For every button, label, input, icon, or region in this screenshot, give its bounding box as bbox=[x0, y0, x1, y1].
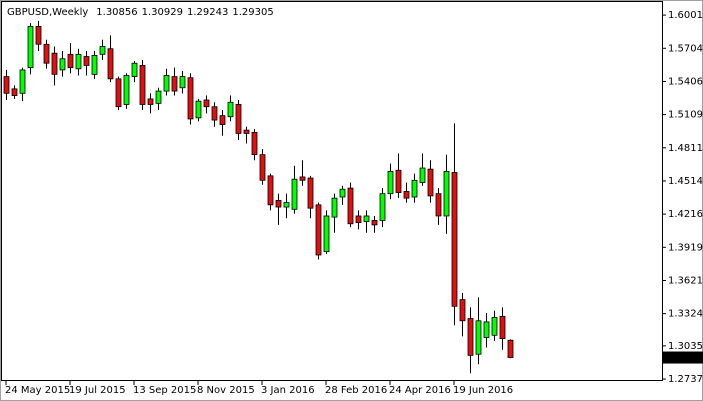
y-tick-label: 1.60015 bbox=[668, 10, 703, 21]
candle-body bbox=[275, 199, 282, 208]
candle-body bbox=[243, 129, 250, 134]
candle-body bbox=[499, 315, 506, 340]
candle-body bbox=[331, 197, 338, 218]
y-tick-label: 1.42165 bbox=[668, 209, 703, 220]
x-tick-label: 13 Sep 2015 bbox=[133, 385, 196, 396]
candle-body bbox=[195, 100, 202, 119]
last-price-box bbox=[663, 351, 703, 364]
candle-body bbox=[43, 43, 50, 64]
candle-body bbox=[467, 318, 474, 356]
candle-body bbox=[211, 106, 218, 121]
candle-body bbox=[27, 26, 34, 69]
y-tick-label: 1.39190 bbox=[668, 242, 703, 253]
candle-body bbox=[35, 26, 42, 45]
candle-body bbox=[403, 191, 410, 199]
candle-body bbox=[307, 177, 314, 209]
candle-body bbox=[387, 170, 394, 195]
x-tick-label: 19 Jun 2016 bbox=[453, 385, 513, 396]
candle-body bbox=[483, 321, 490, 338]
candle-body bbox=[283, 202, 290, 208]
candle-body bbox=[315, 204, 322, 256]
x-tick-label: 19 Jul 2015 bbox=[69, 385, 126, 396]
x-tick-label: 8 Nov 2015 bbox=[197, 385, 255, 396]
candle-body bbox=[115, 78, 122, 108]
candle-body bbox=[235, 104, 242, 134]
candle-body bbox=[347, 187, 354, 225]
candle-body bbox=[355, 215, 362, 224]
x-tick-label: 24 May 2015 bbox=[5, 385, 70, 396]
candle-body bbox=[459, 299, 466, 322]
candle-body bbox=[475, 320, 482, 355]
candle-body bbox=[155, 90, 162, 104]
candle-body bbox=[107, 48, 114, 80]
candle-body bbox=[19, 69, 26, 94]
candle-body bbox=[371, 220, 378, 226]
y-tick-label: 1.45140 bbox=[668, 176, 703, 187]
candle-body bbox=[363, 215, 370, 222]
candle-body bbox=[379, 193, 386, 221]
plot-border bbox=[1, 1, 663, 381]
candle-body bbox=[59, 58, 66, 71]
y-tick-label: 1.54065 bbox=[668, 76, 703, 87]
x-tick-label: 3 Jan 2016 bbox=[261, 385, 315, 396]
y-tick-label: 1.57040 bbox=[668, 43, 703, 54]
last-close: 1.29305 bbox=[232, 7, 273, 18]
candle-body bbox=[123, 75, 130, 105]
candle-body bbox=[139, 65, 146, 105]
symbol: GBPUSD,Weekly bbox=[7, 7, 88, 18]
candle-body bbox=[339, 188, 346, 198]
candle-body bbox=[419, 167, 426, 183]
candle-body bbox=[11, 88, 18, 96]
candle-body bbox=[267, 175, 274, 206]
last-high: 1.30929 bbox=[142, 7, 183, 18]
candle-body bbox=[291, 178, 298, 210]
candle-body bbox=[131, 62, 138, 77]
candle-body bbox=[411, 179, 418, 198]
y-tick-label: 1.30355 bbox=[668, 341, 703, 352]
candle-body bbox=[299, 176, 306, 181]
candle-body bbox=[147, 98, 154, 105]
candle-body bbox=[83, 56, 90, 66]
candle-body bbox=[163, 75, 170, 92]
candle-body bbox=[491, 317, 498, 336]
candle-body bbox=[91, 55, 98, 75]
candle-body bbox=[179, 76, 186, 89]
last-low: 1.29243 bbox=[187, 7, 228, 18]
y-tick-label: 1.51090 bbox=[668, 110, 703, 121]
candle-body bbox=[187, 77, 194, 120]
last-price-label: 1.29305 bbox=[667, 353, 703, 364]
candle-body bbox=[75, 53, 82, 70]
candle-body bbox=[51, 52, 58, 75]
chart-title: GBPUSD,Weekly 1.30856 1.30929 1.29243 1.2930… bbox=[7, 7, 274, 18]
candle-body bbox=[443, 170, 450, 217]
y-tick-label: 1.48115 bbox=[668, 143, 703, 154]
y-tick-label: 1.36215 bbox=[668, 275, 703, 286]
candle-body bbox=[203, 99, 210, 108]
candle-body bbox=[427, 168, 434, 197]
last-open: 1.30856 bbox=[96, 7, 137, 18]
candle-body bbox=[227, 101, 234, 118]
candle-body bbox=[251, 131, 258, 156]
candle-body bbox=[219, 115, 226, 125]
candle-body bbox=[451, 172, 458, 307]
candle-body bbox=[3, 76, 10, 94]
candle-body bbox=[323, 215, 330, 253]
candle-body bbox=[395, 169, 402, 193]
x-tick-label: 24 Apr 2016 bbox=[389, 385, 451, 396]
candle-body bbox=[507, 339, 514, 358]
candle-body bbox=[99, 46, 106, 55]
y-tick-label: 1.27375 bbox=[668, 374, 703, 385]
x-tick-label: 28 Feb 2016 bbox=[325, 385, 387, 396]
candle-body bbox=[171, 76, 178, 92]
candle-body bbox=[67, 53, 74, 69]
candle-body bbox=[435, 193, 442, 217]
candle-body bbox=[259, 154, 266, 181]
y-tick-label: 1.33240 bbox=[668, 309, 703, 320]
